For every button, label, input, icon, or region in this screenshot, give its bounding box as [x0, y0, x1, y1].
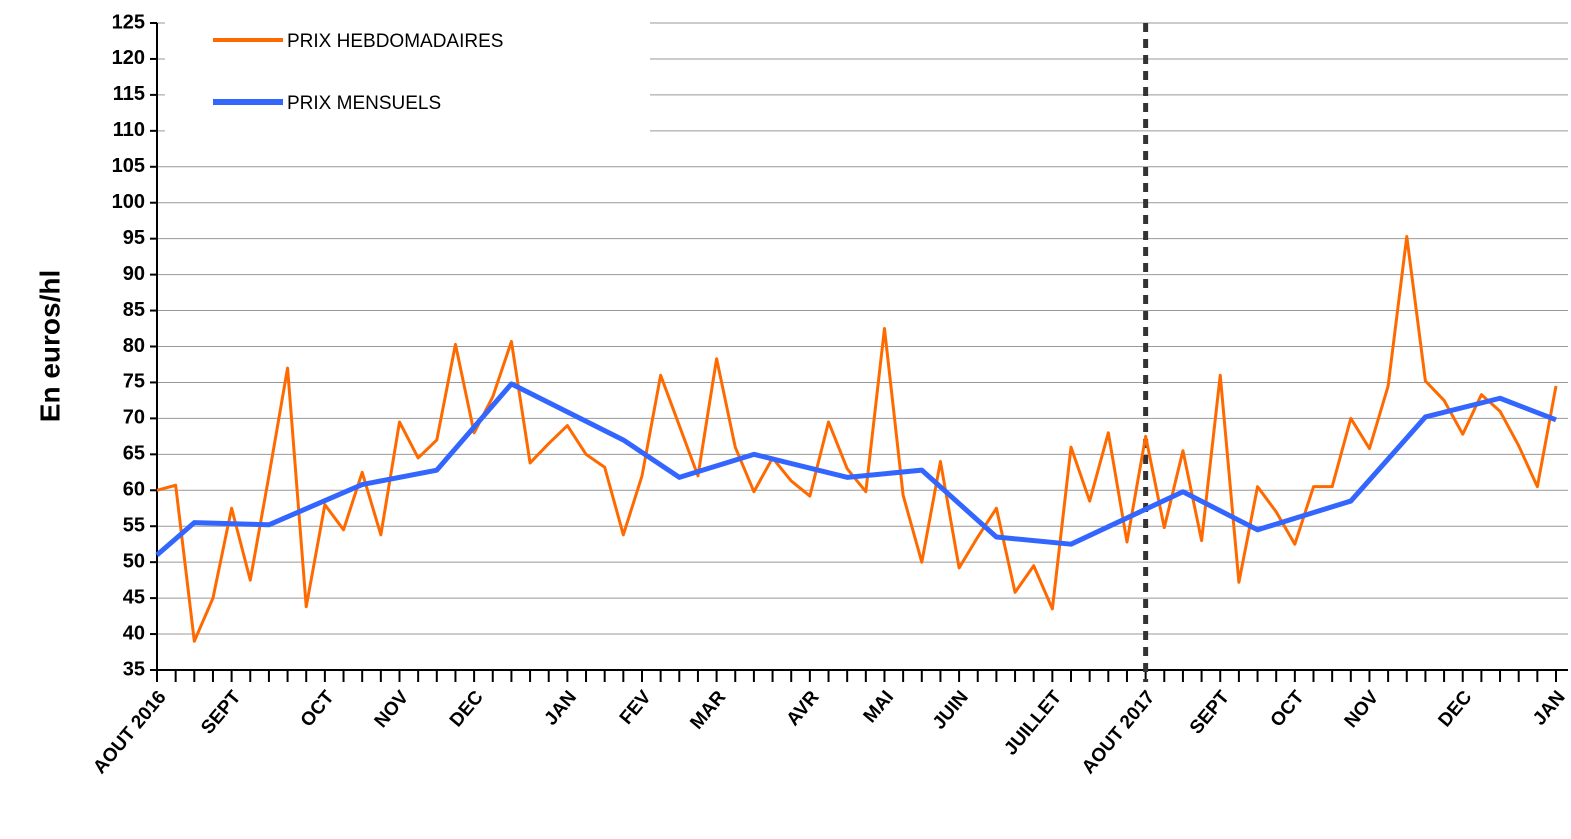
y-tick-label: 80 [123, 335, 145, 357]
y-tick-label: 90 [123, 263, 145, 285]
y-tick-label: 85 [123, 299, 145, 321]
x-tick-label: JUILLET [1000, 687, 1066, 760]
y-tick-label: 75 [123, 371, 145, 393]
x-tick-label: SEPT [197, 687, 245, 739]
y-axis-label: En euros/hl [34, 270, 65, 422]
x-tick-label: SEPT [1186, 687, 1234, 739]
x-tick-label: AOUT 2016 [89, 687, 170, 778]
y-tick-label: 45 [123, 586, 145, 608]
x-tick-label: OCT [1267, 687, 1309, 732]
y-tick-label: 55 [123, 515, 145, 537]
x-tick-label: AOUT 2017 [1078, 687, 1159, 778]
x-tick-label: JAN [1529, 687, 1570, 730]
y-tick-label: 50 [123, 550, 145, 572]
x-tick-label: DEC [1435, 687, 1477, 731]
x-tick-label: JAN [541, 687, 582, 730]
y-tick-label: 120 [112, 47, 145, 69]
y-tick-label: 105 [112, 155, 145, 177]
x-tick-label: AVR [783, 687, 824, 730]
y-tick-label: 110 [113, 119, 145, 141]
x-tick-label: MAR [686, 687, 730, 734]
legend-label: PRIX MENSUELS [287, 93, 441, 114]
x-tick-label: NOV [1341, 687, 1384, 732]
legend-box [165, 15, 650, 135]
y-tick-label: 35 [123, 658, 145, 680]
x-tick-label: OCT [297, 687, 339, 732]
series-line [155, 381, 1557, 557]
y-tick-label: 115 [113, 83, 145, 105]
x-tick-label: DEC [446, 687, 488, 731]
y-tick-label: 125 [112, 11, 145, 33]
x-tick-label: JUIN [929, 687, 973, 734]
legend-label: PRIX HEBDOMADAIRES [287, 31, 503, 52]
y-tick-label: 60 [123, 479, 145, 501]
y-tick-label: 70 [123, 407, 145, 429]
x-tick-label: NOV [371, 687, 414, 732]
series-line [156, 235, 1558, 643]
y-tick-label: 100 [112, 191, 145, 213]
y-tick-label: 65 [123, 443, 145, 465]
x-tick-label: FEV [616, 687, 656, 729]
y-tick-label: 40 [123, 622, 145, 644]
y-tick-label: 95 [123, 227, 145, 249]
x-tick-label: MAI [860, 687, 898, 727]
